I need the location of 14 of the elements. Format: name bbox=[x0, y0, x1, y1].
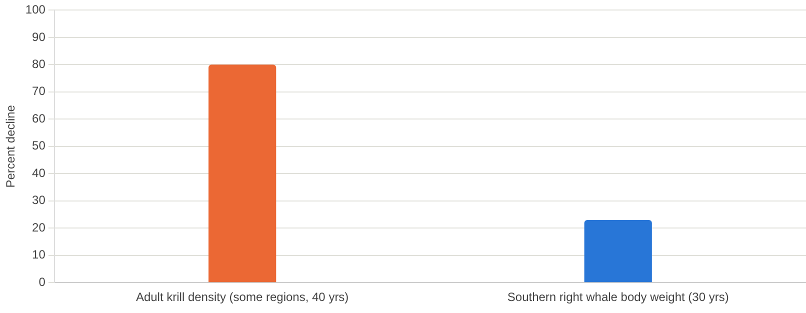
x-tick-label: Southern right whale body weight (30 yrs) bbox=[507, 290, 729, 304]
y-tick-label: 80 bbox=[32, 56, 46, 71]
x-tick-label: Adult krill density (some regions, 40 yrs) bbox=[136, 290, 349, 304]
y-axis-title: Percent decline bbox=[4, 104, 18, 188]
y-tick-label: 40 bbox=[32, 166, 46, 180]
y-tick-label: 70 bbox=[32, 84, 46, 98]
y-tick-label: 60 bbox=[32, 111, 46, 126]
y-tick-label: 0 bbox=[38, 274, 46, 289]
y-tick-label: 100 bbox=[25, 2, 46, 17]
y-tick-label: 50 bbox=[32, 138, 46, 153]
y-tick-label: 20 bbox=[32, 220, 46, 234]
y-tick-label: 30 bbox=[32, 193, 46, 208]
y-tick-label: 90 bbox=[32, 30, 46, 44]
y-tick-label: 10 bbox=[32, 248, 46, 262]
